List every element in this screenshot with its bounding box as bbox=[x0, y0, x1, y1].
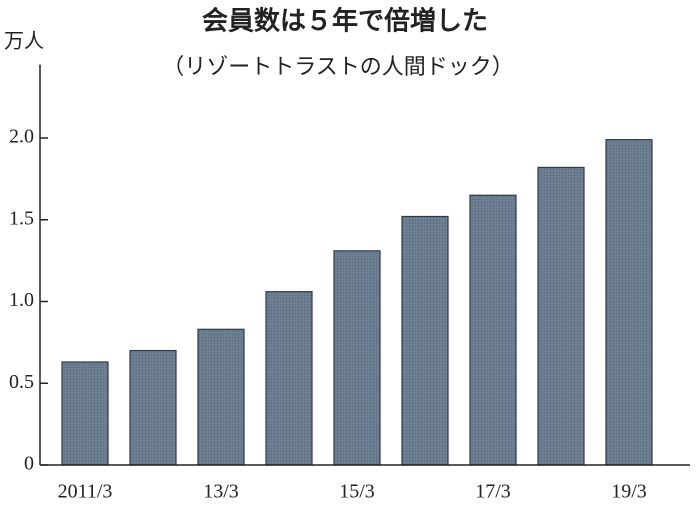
x-tick-label: 2011/3 bbox=[58, 481, 113, 503]
chart-subtitle: （リゾートトラストの人間ドック） bbox=[162, 55, 514, 80]
bar-texture bbox=[470, 195, 516, 465]
y-axis-label: 万人 bbox=[4, 29, 44, 53]
y-tick-label: 0 bbox=[24, 453, 34, 475]
bar-texture bbox=[198, 329, 244, 465]
y-tick-label: 1.0 bbox=[9, 289, 34, 311]
bar-texture bbox=[538, 167, 584, 465]
x-tick-label: 13/3 bbox=[203, 481, 239, 503]
y-tick-label: 0.5 bbox=[9, 371, 34, 393]
bar-texture bbox=[266, 291, 312, 465]
bar-texture bbox=[606, 139, 652, 465]
bar-texture bbox=[62, 361, 108, 465]
y-tick-label: 1.5 bbox=[9, 207, 34, 229]
bar-texture bbox=[130, 350, 176, 465]
x-tick-label: 15/3 bbox=[339, 481, 375, 503]
x-tick-label: 17/3 bbox=[475, 481, 511, 503]
x-tick-label: 19/3 bbox=[611, 481, 647, 503]
bar-texture bbox=[334, 250, 380, 465]
chart-title: 会員数は５年で倍増した bbox=[202, 6, 488, 37]
y-tick-label: 2.0 bbox=[9, 126, 34, 148]
bar-texture bbox=[402, 216, 448, 465]
